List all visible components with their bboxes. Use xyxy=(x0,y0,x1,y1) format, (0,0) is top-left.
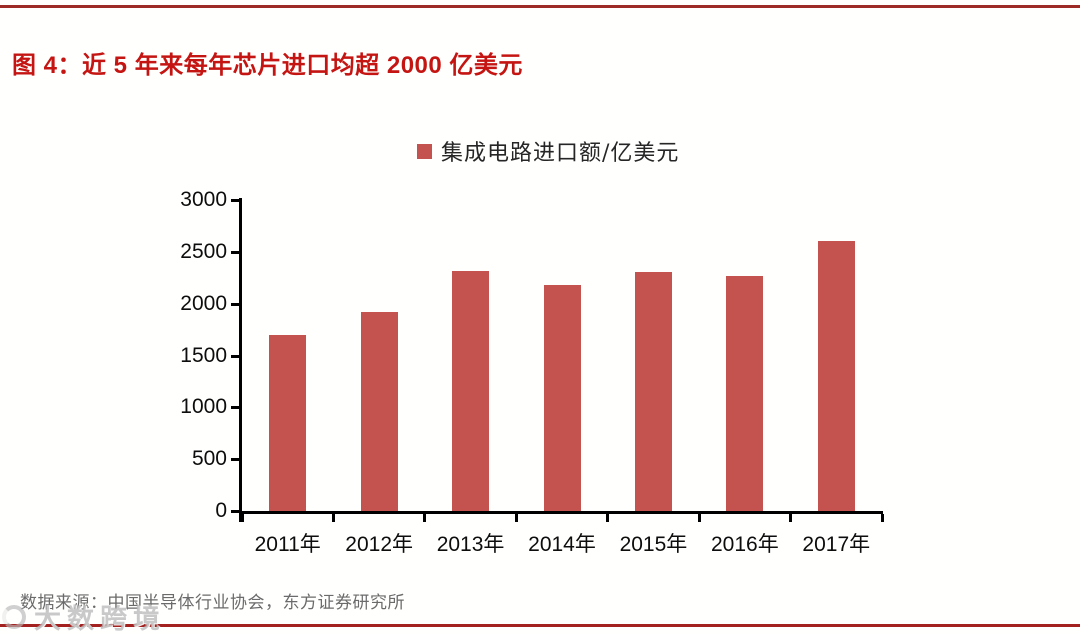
bar-2013年 xyxy=(452,271,490,511)
y-tick-label: 1000 xyxy=(180,395,227,419)
x-tick-mark xyxy=(240,514,244,522)
watermark-logo-icon xyxy=(2,604,26,629)
x-tick-mark xyxy=(606,514,610,522)
top-divider-rule xyxy=(0,5,1080,8)
x-tick-label: 2011年 xyxy=(254,533,321,556)
y-tick-label: 1500 xyxy=(180,343,227,367)
x-tick-label: 2017年 xyxy=(802,533,871,556)
legend-label: 集成电路进口额/亿美元 xyxy=(441,141,680,166)
x-tick-mark xyxy=(789,514,793,522)
y-tick-mark xyxy=(231,199,239,202)
page-title: 图 4：近 5 年来每年芯片进口均超 2000 亿美元 xyxy=(12,52,523,79)
x-tick-label: 2014年 xyxy=(528,533,596,556)
bar-2014年 xyxy=(543,285,581,511)
source-note: 数据来源：中国半导体行业协会，东方证券研究所 xyxy=(20,593,405,612)
x-tick-mark xyxy=(880,514,884,522)
x-tick-label: 2012年 xyxy=(345,533,413,556)
y-tick-label: 500 xyxy=(191,447,227,471)
y-tick-mark xyxy=(231,510,239,513)
bar-2015年 xyxy=(634,272,672,511)
bottom-divider-rule xyxy=(0,624,1080,627)
y-tick-label: 2500 xyxy=(180,239,227,263)
y-axis-line xyxy=(239,198,242,522)
chart-legend: 集成电路进口额/亿美元 xyxy=(417,135,679,167)
y-tick-mark xyxy=(231,250,239,254)
y-tick-label: 2000 xyxy=(180,291,227,315)
x-tick-mark xyxy=(514,514,518,522)
y-tick-mark xyxy=(231,302,239,306)
legend-swatch-icon xyxy=(417,143,432,159)
x-tick-label: 2013年 xyxy=(436,533,505,556)
y-tick-mark xyxy=(231,458,239,462)
bar-2016年 xyxy=(726,276,764,511)
bar-2011年 xyxy=(269,335,307,511)
x-tick-label: 2016年 xyxy=(710,533,779,556)
x-axis-line xyxy=(239,511,883,514)
x-tick-mark xyxy=(697,514,701,522)
y-tick-label: 0 xyxy=(215,499,227,522)
y-tick-mark xyxy=(231,406,239,410)
watermark-text: 大数跨境 xyxy=(34,604,166,634)
bar-2017年 xyxy=(817,241,855,511)
x-tick-mark xyxy=(331,514,335,522)
x-tick-mark xyxy=(423,514,427,522)
y-tick-mark xyxy=(231,354,239,358)
y-tick-label: 3000 xyxy=(180,188,227,211)
bar-2012年 xyxy=(360,312,398,511)
watermark: 大数跨境 xyxy=(2,597,166,634)
x-tick-label: 2015年 xyxy=(619,533,688,556)
